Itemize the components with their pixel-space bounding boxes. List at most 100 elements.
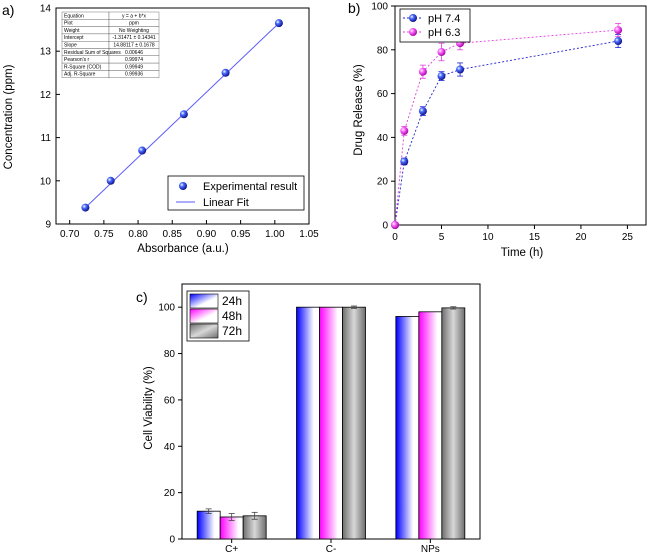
legend-swatch-24h: [189, 293, 219, 309]
x-tick-label: 5: [439, 232, 445, 243]
x-tick-label: 0.85: [163, 229, 183, 240]
x-tick-label: 0.95: [231, 229, 251, 240]
x-tick-label: 1.05: [299, 229, 319, 240]
y-tick-label: 100: [158, 303, 175, 314]
fit-table: Equation y = a + b*x Plot ppm Weight No Weigh…: [61, 11, 160, 78]
release-point: [437, 72, 446, 81]
release-point: [400, 157, 409, 166]
panel-c: c) 0 20 40 60 80 100 C+ C- NPs Cell Viability (%…: [136, 283, 481, 554]
legend-linear-fit: Linear Fit: [203, 197, 249, 209]
release-point: [614, 26, 623, 35]
fit-table-key: Intercept: [64, 35, 84, 41]
panel-a-xlabel: Absorbance (a.u.): [137, 243, 229, 255]
y-tick-label: 60: [377, 89, 389, 100]
panel-b-frame: [394, 5, 647, 226]
release-line: [394, 40, 619, 226]
release-point: [418, 107, 427, 116]
panel-c-label: c): [136, 289, 148, 305]
legend-swatch-48h: [189, 308, 219, 324]
viability-bar: [342, 306, 366, 540]
y-tick-label: 0: [169, 535, 175, 546]
release-point: [437, 47, 446, 56]
release-point: [456, 65, 465, 74]
viability-bar: [296, 306, 320, 540]
x-tick-label: 20: [575, 232, 587, 243]
y-tick-label: 40: [377, 133, 389, 144]
y-tick-label: 100: [371, 2, 388, 13]
viability-bar: [196, 510, 221, 540]
fit-table-key: R-Square (COD): [64, 64, 102, 70]
x-tick-label: 1.00: [265, 229, 285, 240]
panel-a: a) 0.70 0.75 0.80 0.85 0.90 0.95 1.00 1.05 9 10 11…: [2, 2, 319, 255]
viability-bar: [441, 307, 466, 540]
legend-swatch-72h: [189, 323, 219, 339]
fit-table-key: Pearson's r: [64, 57, 89, 63]
fit-table-value: 14.88117 ± 0.1678: [113, 43, 155, 49]
experimental-point: [274, 19, 283, 28]
experimental-point: [138, 146, 147, 155]
experimental-point: [106, 176, 115, 185]
x-tick-label: 0.75: [94, 229, 114, 240]
legend-ph74: pH 7.4: [428, 13, 460, 25]
fit-table-value: ppm: [129, 21, 139, 27]
panel-b-xlabel: Time (h): [501, 247, 544, 259]
fit-table-value: 0.99949: [125, 64, 143, 70]
x-tick-label: NPs: [421, 544, 440, 554]
y-tick-label: 80: [164, 349, 176, 360]
fit-table-value: 0.99936: [125, 72, 143, 78]
viability-bar: [395, 316, 420, 540]
fit-table-cell: [108, 70, 160, 78]
release-point: [391, 221, 399, 229]
y-tick-label: 0: [382, 221, 388, 232]
fit-table-key: Residual Sum of Squares: [64, 50, 121, 56]
panel-b-label: b): [348, 0, 360, 16]
experimental-point: [179, 110, 188, 119]
y-tick-label: 20: [164, 488, 176, 499]
panel-a-label: a): [2, 2, 14, 18]
y-tick-label: 11: [41, 133, 52, 144]
fit-table-key: Adj. R-Square: [64, 72, 96, 78]
legend-marker-experimental: [179, 182, 187, 190]
y-tick-label: 12: [40, 90, 52, 101]
y-tick-label: 20: [377, 177, 389, 188]
panel-b-ylabel: Drug Release (%): [353, 64, 365, 156]
x-tick-label: C+: [225, 544, 238, 554]
fit-table-key: Slope: [64, 43, 77, 49]
fit-table-value: -1.31471 ± 0.14341: [112, 35, 156, 41]
release-line: [394, 29, 619, 226]
release-point: [418, 67, 427, 76]
experimental-point: [81, 203, 90, 212]
x-tick-label: 25: [622, 232, 634, 243]
release-point: [614, 37, 623, 46]
x-tick-label: 0: [392, 232, 398, 243]
release-point: [400, 126, 409, 135]
panel-b: b) 0 5 10 15 20 25 0 20 40 60 80 100 Time (h) Drug …: [348, 0, 647, 259]
legend-72h: 72h: [222, 324, 242, 338]
x-tick-label: 15: [529, 232, 541, 243]
y-tick-label: 40: [164, 442, 176, 453]
panel-a-frame: [55, 7, 310, 225]
y-tick-label: 9: [45, 220, 51, 231]
fit-table-key: Plot: [64, 21, 73, 27]
legend-marker-ph74: [409, 14, 417, 22]
legend-24h: 24h: [222, 294, 242, 308]
y-tick-label: 14: [40, 4, 52, 15]
fit-table-value: 0.99974: [125, 57, 143, 63]
panel-a-legend: [167, 175, 305, 211]
panel-a-ylabel: Concentration (ppm): [3, 64, 15, 169]
experimental-point: [221, 68, 230, 77]
y-tick-label: 13: [40, 47, 52, 58]
y-tick-label: 60: [164, 395, 176, 406]
legend-48h: 48h: [222, 309, 242, 323]
fit-table-value: y = a + b*x: [122, 13, 146, 19]
fit-table-key: Weight: [64, 28, 80, 34]
y-tick-label: 80: [377, 45, 389, 56]
x-tick-label: 0.90: [197, 229, 217, 240]
x-tick-label: 10: [482, 232, 494, 243]
viability-bar: [319, 306, 343, 540]
x-tick-label: C-: [326, 544, 337, 554]
legend-marker-ph63: [409, 28, 417, 36]
legend-ph63: pH 6.3: [428, 27, 460, 39]
x-tick-label: 0.80: [128, 229, 148, 240]
